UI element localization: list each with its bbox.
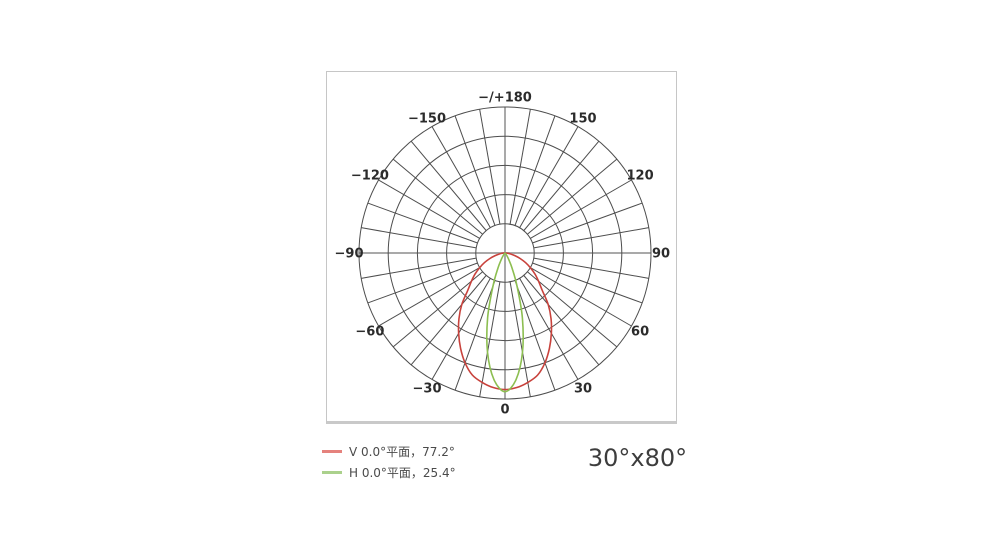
angle-label--30: −30 (413, 382, 442, 397)
grid-ring (416, 164, 594, 342)
grid-spoke (479, 109, 501, 225)
grid-spoke (519, 126, 579, 228)
grid-spoke (392, 271, 483, 348)
angle-label--60: −60 (355, 325, 384, 340)
grid-spoke (367, 262, 478, 304)
grid-spoke (378, 179, 480, 239)
h-plane-curve (486, 252, 524, 393)
angle-label-60: 60 (631, 325, 649, 340)
grid-spoke (454, 280, 496, 391)
legend-item-h-plane: H 0.0°平面，25.4° (322, 462, 456, 483)
grid-spoke (410, 140, 487, 231)
grid-spoke (533, 227, 649, 249)
grid-spoke (431, 126, 491, 228)
legend: V 0.0°平面，77.2° H 0.0°平面，25.4° (322, 441, 456, 483)
angle-label--90: −90 (335, 247, 364, 262)
angle-label--150: −150 (408, 111, 446, 126)
polar-diagram: 0 30 60 90 120 150 −/+180 −150 −120 −90 −60 −30 (335, 91, 671, 418)
grid-spoke (532, 202, 643, 244)
angle-label-0: 0 (500, 403, 509, 418)
grid-spoke (519, 278, 579, 380)
beam-size-label: 30°x80° (587, 444, 688, 472)
grid-spoke (530, 179, 632, 239)
grid-spoke (479, 281, 501, 397)
grid-spoke (527, 271, 618, 348)
grid-spoke (431, 278, 491, 380)
grid-spoke (530, 267, 632, 327)
angle-label-90: 90 (652, 247, 670, 262)
grid-spoke (378, 267, 480, 327)
grid-ring (387, 135, 623, 371)
grid-spoke (532, 262, 643, 304)
grid-spoke (533, 257, 649, 279)
grid-spoke (361, 257, 477, 279)
grid-spoke (509, 109, 531, 225)
grid-spoke (367, 202, 478, 244)
h-plane-line-swatch (322, 471, 342, 474)
grid-spoke (454, 115, 496, 226)
grid-spoke (410, 275, 487, 366)
legend-item-v-plane: V 0.0°平面，77.2° (322, 441, 456, 462)
grid-ring (446, 194, 564, 312)
grid-ring (358, 106, 652, 400)
grid-spoke (514, 280, 556, 391)
v-plane-curve (457, 252, 553, 391)
grid-ring (475, 223, 535, 283)
h-plane-legend-label: H 0.0°平面，25.4° (349, 466, 456, 480)
grid-spoke (523, 140, 600, 231)
angle-label-180: −/+180 (478, 91, 532, 106)
angle-label-150: 150 (569, 111, 596, 126)
angle-label--120: −120 (351, 169, 389, 184)
grid-spoke (509, 281, 531, 397)
angle-label-120: 120 (627, 169, 654, 184)
angle-label-30: 30 (574, 382, 592, 397)
grid-spoke (523, 275, 600, 366)
grid-spoke (527, 158, 618, 235)
grid-spoke (514, 115, 556, 226)
grid-spoke (361, 227, 477, 249)
v-plane-legend-label: V 0.0°平面，77.2° (349, 445, 455, 459)
v-plane-line-swatch (322, 450, 342, 453)
polar-chart-panel: 0 30 60 90 120 150 −/+180 −150 −120 −90 −60 −30 (326, 71, 677, 424)
grid-spoke (392, 158, 483, 235)
